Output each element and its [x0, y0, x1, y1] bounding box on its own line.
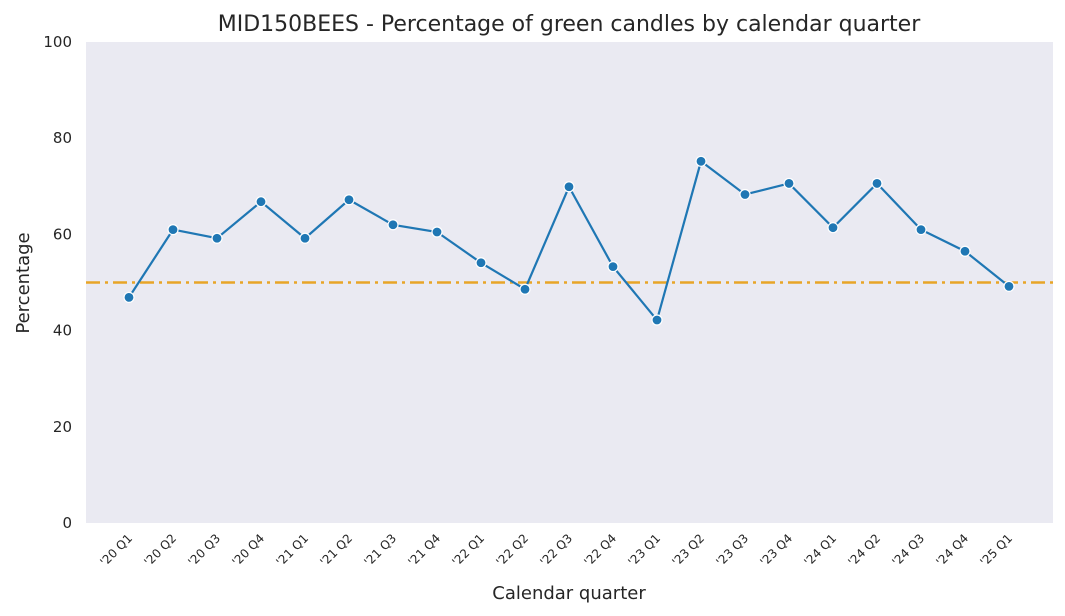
x-ticks: '20 Q1'20 Q2'20 Q3'20 Q4'21 Q1'21 Q2'21 …	[97, 531, 1015, 569]
x-tick-label: '21 Q2	[317, 531, 355, 569]
x-tick-label: '23 Q3	[713, 531, 751, 569]
data-point	[871, 177, 883, 190]
data-point	[431, 226, 443, 238]
y-tick-label: 100	[43, 33, 72, 51]
x-tick-label: '22 Q1	[449, 531, 487, 569]
x-tick-label: '25 Q1	[977, 531, 1015, 569]
data-point	[475, 257, 487, 269]
data-point	[211, 232, 223, 244]
y-tick-label: 60	[53, 225, 72, 243]
x-tick-label: '21 Q3	[361, 531, 399, 569]
x-tick-label: '23 Q2	[669, 531, 707, 569]
x-tick-label: '23 Q4	[757, 531, 795, 569]
y-tick-label: 40	[53, 322, 72, 340]
x-tick-label: '23 Q1	[625, 531, 663, 569]
data-point	[959, 245, 971, 257]
data-point	[651, 314, 663, 326]
data-point	[343, 194, 355, 206]
data-point	[167, 223, 179, 236]
x-tick-label: '21 Q4	[405, 531, 443, 569]
x-tick-label: '20 Q2	[141, 531, 179, 569]
x-tick-label: '20 Q4	[229, 531, 267, 569]
x-tick-label: '20 Q1	[97, 531, 135, 569]
x-tick-label: '22 Q4	[581, 531, 619, 569]
y-tick-label: 80	[53, 129, 72, 147]
x-tick-label: '20 Q3	[185, 531, 223, 569]
x-tick-label: '24 Q2	[845, 531, 883, 569]
data-point	[783, 177, 795, 190]
data-point	[915, 223, 927, 236]
data-point	[123, 291, 135, 304]
y-tick-label: 20	[53, 418, 72, 436]
data-point	[387, 219, 399, 231]
data-point	[563, 181, 575, 193]
data-points	[123, 155, 1015, 326]
x-tick-label: '24 Q1	[801, 531, 839, 569]
x-tick-label: '24 Q4	[933, 531, 971, 569]
data-point	[255, 196, 267, 208]
data-point	[519, 283, 531, 295]
data-point	[827, 222, 839, 234]
x-tick-label: '22 Q2	[493, 531, 531, 569]
data-point	[607, 261, 619, 273]
x-tick-label: '24 Q3	[889, 531, 927, 569]
x-tick-label: '22 Q3	[537, 531, 575, 569]
y-ticks: 0 20 40 60 80 100	[43, 33, 72, 532]
data-point	[1003, 280, 1015, 292]
data-point	[695, 155, 707, 167]
data-point	[739, 188, 751, 201]
y-tick-label: 0	[62, 514, 72, 532]
x-tick-label: '21 Q1	[273, 531, 311, 569]
plot-area	[86, 42, 1053, 523]
y-axis-label: Percentage	[13, 232, 34, 333]
x-axis-label: Calendar quarter	[492, 583, 646, 604]
data-point	[299, 232, 311, 244]
chart-title: MID150BEES - Percentage of green candles…	[218, 12, 921, 37]
